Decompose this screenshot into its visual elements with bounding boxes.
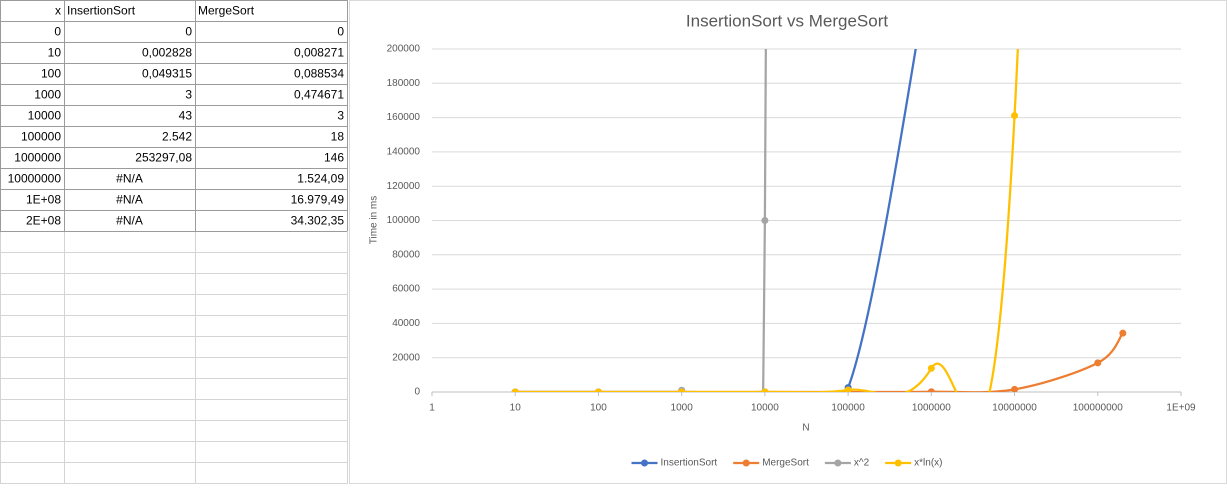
table-cell: 1.524,09: [297, 172, 344, 186]
x-tick-label: 1: [429, 403, 435, 414]
legend-marker: [742, 459, 750, 467]
table-cell: 1E+08: [26, 193, 61, 207]
table-cell: 16.979,49: [291, 193, 345, 207]
table-cell: 146: [324, 151, 344, 165]
table-cell: 0,049315: [142, 67, 192, 81]
table-cell: 2.542: [162, 130, 192, 144]
y-axis-label: Time in ms: [369, 196, 380, 245]
y-tick-label: 40000: [392, 318, 420, 329]
x-tick-label: 10000000: [992, 403, 1037, 414]
x-tick-label: 1000: [671, 403, 694, 414]
table-cell: 3: [337, 109, 344, 123]
table-cell: 1000000: [14, 151, 61, 165]
x-tick-label: 1000000: [912, 403, 951, 414]
table-cell: 0: [337, 25, 344, 39]
spreadsheet: x InsertionSort MergeSort 0 0 0 10 0,002828 0,00…: [0, 0, 348, 484]
legend-marker: [641, 459, 648, 467]
table-cell: 10000000: [8, 172, 62, 186]
table-cell: 0,088534: [294, 67, 344, 81]
table-cell: 0: [185, 25, 192, 39]
data-point: [761, 217, 769, 224]
plot-area: [511, 49, 1127, 392]
table-cell: 10: [48, 46, 62, 60]
data-point: [678, 388, 686, 392]
x-tick-label: 100000000: [1073, 403, 1123, 414]
y-tick-label: 200000: [387, 44, 421, 55]
y-tick-label: 20000: [392, 352, 420, 363]
x-axis-label: N: [802, 423, 809, 434]
data-point: [1011, 112, 1019, 120]
chart-title: InsertionSort vs MergeSort: [686, 11, 888, 30]
y-tick-label: 120000: [387, 181, 421, 192]
table-cell: 1000: [34, 88, 61, 102]
header-cell: x: [55, 4, 61, 18]
data-point: [927, 364, 935, 372]
table-cell: 0,008271: [294, 46, 344, 60]
table-cell: #N/A: [116, 172, 143, 186]
legend-label: MergeSort: [762, 458, 809, 469]
data-point: [844, 386, 852, 392]
y-tick-label: 140000: [387, 147, 421, 158]
table-cell: 100: [41, 67, 61, 81]
data-point: [511, 388, 519, 392]
y-tick-label: 160000: [387, 112, 421, 123]
legend: InsertionSort MergeSort x^2 x*ln(x): [631, 458, 943, 469]
table-cell: 43: [179, 109, 193, 123]
data-point: [1011, 385, 1019, 392]
y-tick-label: 0: [414, 387, 420, 398]
table-cell: 253297,08: [135, 151, 192, 165]
legend-marker: [834, 459, 842, 467]
y-tick-label: 60000: [392, 284, 420, 295]
legend-label: x^2: [854, 458, 870, 469]
x-tick-label: 10: [510, 403, 522, 414]
table-cell: 34.302,35: [291, 214, 345, 228]
table-cell: 10000: [28, 109, 62, 123]
data-point: [1094, 359, 1102, 367]
x-tick-label: 10000: [751, 403, 779, 414]
legend-marker: [894, 459, 902, 467]
legend-label: x*ln(x): [914, 458, 942, 469]
x-tick-label: 100: [590, 403, 607, 414]
data-point: [761, 388, 769, 392]
legend-label: InsertionSort: [661, 458, 718, 469]
table-cell: 3: [185, 88, 192, 102]
header-cell: MergeSort: [198, 4, 255, 18]
x-tick-label: 1E+09: [1166, 403, 1196, 414]
x-tick-label: 100000: [831, 403, 865, 414]
table-cell: 0,002828: [142, 46, 192, 60]
header-cell: InsertionSort: [67, 4, 136, 18]
table-cell: 0,474671: [294, 88, 344, 102]
table-cell: #N/A: [116, 193, 143, 207]
grid: 0 20000 40000 60000 80000 100000 120000 140000 1…: [387, 44, 1196, 414]
data-point: [594, 388, 602, 392]
data-point: [1119, 329, 1127, 337]
table-cell: #N/A: [116, 214, 143, 228]
table-cell: 100000: [21, 130, 61, 144]
table-cell: 0: [54, 25, 61, 39]
table-cell: 2E+08: [26, 214, 61, 228]
chart-area: [349, 0, 1227, 484]
table-cell: 18: [331, 130, 345, 144]
data-point: [927, 388, 935, 392]
y-tick-label: 180000: [387, 78, 421, 89]
y-tick-label: 80000: [392, 249, 420, 260]
y-tick-label: 100000: [387, 215, 421, 226]
